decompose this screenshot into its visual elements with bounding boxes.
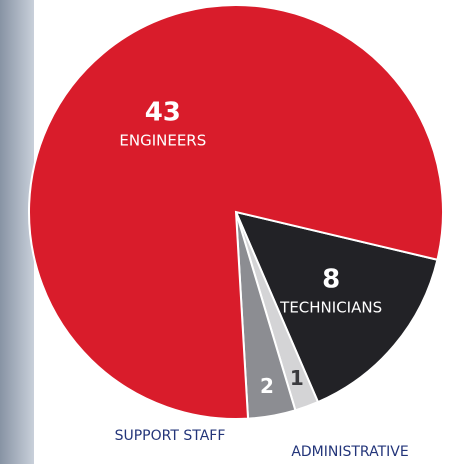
category-label: ADMINISTRATIVE: [291, 444, 408, 460]
category-label: TECHNICIANS: [279, 298, 382, 316]
labels: 8 TECHNICIANS 1 ADMINISTRATIVE 2 SUPPORT STAF…: [115, 97, 409, 460]
pie: [28, 4, 444, 420]
value-label: 1: [290, 366, 304, 390]
value-label: 8: [322, 264, 340, 294]
value-label: 43: [145, 97, 181, 127]
category-label: ENGINEERS: [119, 131, 206, 149]
pie-slice: [28, 4, 444, 420]
pie-slice: [234, 210, 439, 404]
background-strip: [0, 0, 34, 464]
value-label: 2: [260, 374, 274, 398]
category-label: SUPPORT STAFF: [115, 428, 226, 444]
